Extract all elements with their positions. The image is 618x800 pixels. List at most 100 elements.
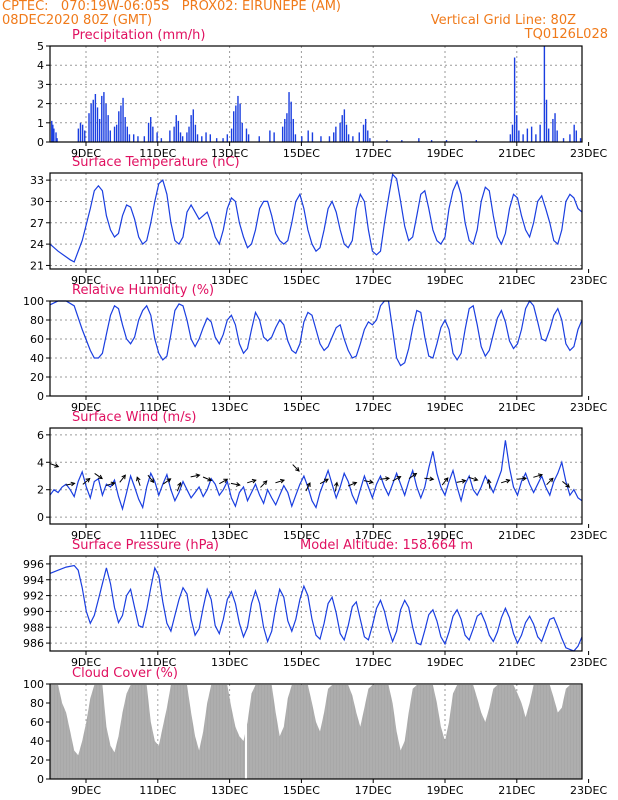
wind-arrow-head bbox=[412, 472, 418, 478]
precip-bar bbox=[345, 124, 348, 142]
wind-xtick-label: 21DEC bbox=[498, 529, 535, 542]
precip-bar bbox=[364, 118, 367, 142]
precip-bar bbox=[516, 115, 518, 142]
cloud-xtick-label: 19DEC bbox=[426, 784, 463, 797]
wind-arrow-head bbox=[396, 476, 402, 481]
rh-frame bbox=[49, 300, 583, 397]
wind-arrow-head bbox=[461, 478, 467, 484]
temp-line bbox=[49, 173, 583, 263]
wind-arrow-head bbox=[195, 473, 201, 479]
rh-ytick-label: 60 bbox=[30, 333, 44, 346]
wind-arrow-head bbox=[537, 473, 544, 478]
temp-xtick-label: 11DEC bbox=[139, 274, 176, 287]
wind-arrow bbox=[292, 464, 300, 472]
wind-ytick-label: 2 bbox=[37, 484, 44, 497]
cloud-ytick-label: 20 bbox=[30, 754, 44, 767]
precip-bar bbox=[386, 140, 388, 142]
precip-bar bbox=[347, 134, 350, 142]
pres-xtick-label: 9DEC bbox=[71, 656, 101, 669]
rh-ytick-label: 80 bbox=[30, 314, 44, 327]
precip-bar bbox=[122, 97, 124, 142]
precip-bar bbox=[311, 132, 314, 142]
cloud-xtick-label: 23DEC bbox=[570, 784, 607, 797]
wind-xtick-label: 15DEC bbox=[283, 529, 320, 542]
wind-arrow bbox=[319, 478, 329, 485]
wind-arrow bbox=[219, 478, 228, 485]
precip-bar bbox=[181, 136, 184, 142]
wind-arrow-head bbox=[110, 481, 116, 487]
precip-bar bbox=[156, 132, 158, 142]
wind-arrow bbox=[408, 473, 417, 479]
precip-bar bbox=[53, 128, 55, 142]
precip-bar bbox=[513, 57, 516, 142]
precip-bar bbox=[52, 124, 54, 142]
wind-arrow bbox=[119, 474, 126, 483]
pres-xtick-label: 21DEC bbox=[498, 656, 535, 669]
precip-bar bbox=[128, 134, 131, 142]
wind-arrow bbox=[533, 474, 543, 478]
precip-bar bbox=[230, 128, 233, 142]
precip-bar bbox=[124, 117, 126, 142]
wind-arrow bbox=[347, 482, 357, 487]
precip-xtick-label: 15DEC bbox=[283, 147, 320, 160]
pres-ytick-label: 988 bbox=[23, 621, 44, 634]
cloud-ytick-label: 80 bbox=[30, 697, 44, 710]
precip-bar bbox=[556, 130, 558, 142]
precip-bar bbox=[194, 124, 197, 142]
precip-bar bbox=[105, 103, 107, 142]
precip-bar bbox=[81, 124, 84, 142]
precip-xtick-label: 11DEC bbox=[139, 147, 176, 160]
precip-bar bbox=[205, 132, 207, 142]
pres-ytick-label: 990 bbox=[23, 605, 44, 618]
precip-ytick-label: 0 bbox=[37, 136, 44, 149]
cloud-xtick-label: 9DEC bbox=[71, 784, 101, 797]
precip-bar bbox=[284, 118, 286, 142]
cloud-xtick-label: 15DEC bbox=[283, 784, 320, 797]
precip-ytick-label: 1 bbox=[37, 117, 44, 130]
precip-bar bbox=[362, 124, 365, 142]
precip-bar bbox=[292, 118, 294, 142]
precip-bar bbox=[245, 128, 248, 142]
precip-bar bbox=[301, 136, 303, 142]
rh-ytick-label: 40 bbox=[30, 352, 44, 365]
precip-ytick-label: 3 bbox=[37, 78, 44, 91]
wind-xtick-label: 19DEC bbox=[426, 529, 463, 542]
precip-bar bbox=[522, 134, 524, 142]
precip-bar bbox=[526, 128, 529, 142]
precip-bar bbox=[509, 134, 512, 142]
precip-bar bbox=[547, 128, 550, 142]
precip-bar bbox=[55, 132, 57, 142]
precip-ytick-label: 5 bbox=[37, 40, 44, 53]
pres-xtick-label: 17DEC bbox=[355, 656, 392, 669]
precip-bar bbox=[179, 132, 182, 142]
precip-bar bbox=[269, 130, 271, 142]
wind-arrow-head bbox=[279, 478, 286, 484]
rh-xtick-label: 15DEC bbox=[283, 401, 320, 414]
rh-xtick-label: 13DEC bbox=[211, 401, 248, 414]
wind-arrow bbox=[392, 476, 401, 482]
precip-bar bbox=[320, 136, 322, 142]
temp-ytick-label: 24 bbox=[30, 238, 44, 251]
wind-arrow bbox=[456, 480, 466, 483]
precip-bar bbox=[118, 111, 120, 142]
temp-xtick-label: 13DEC bbox=[211, 274, 248, 287]
precip-bar bbox=[143, 136, 146, 142]
wind-arrow bbox=[230, 482, 240, 486]
precip-bar bbox=[188, 126, 190, 142]
precip-bar bbox=[545, 99, 548, 142]
wind-arrow-head bbox=[85, 477, 91, 483]
wind-frame bbox=[49, 427, 583, 525]
temp-xtick-label: 17DEC bbox=[355, 274, 392, 287]
precip-bar bbox=[132, 134, 135, 142]
precip-bar bbox=[94, 94, 97, 142]
pres-frame bbox=[49, 555, 583, 652]
temp-xtick-label: 19DEC bbox=[426, 274, 463, 287]
precip-bar bbox=[160, 138, 163, 142]
precip-bar bbox=[196, 134, 199, 142]
wind-arrow bbox=[363, 480, 373, 483]
cloud-xtick-label: 21DEC bbox=[498, 784, 535, 797]
precip-bar bbox=[554, 113, 556, 142]
wind-arrow-head bbox=[429, 476, 435, 482]
rh-xtick-label: 23DEC bbox=[570, 401, 607, 414]
